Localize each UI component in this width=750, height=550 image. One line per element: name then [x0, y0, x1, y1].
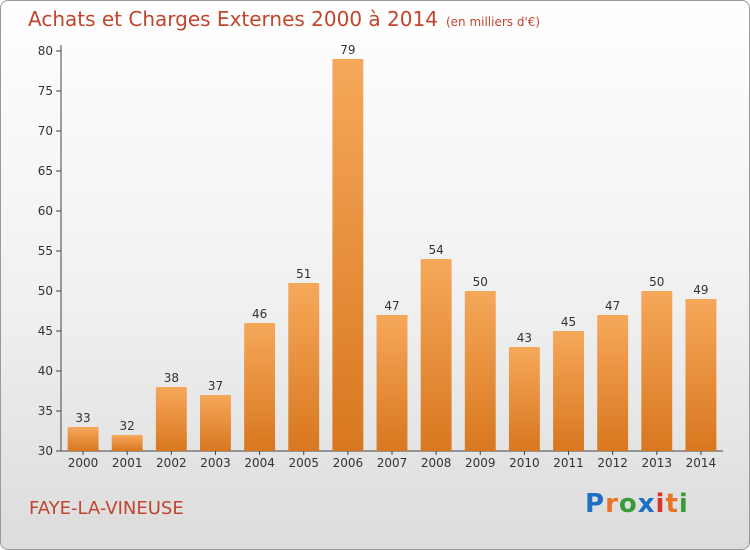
x-tick-label: 2001 [112, 456, 143, 470]
logo-letter: x [637, 489, 656, 519]
bar-value-label: 50 [473, 275, 488, 289]
x-tick-label: 2008 [421, 456, 452, 470]
bar-value-label: 33 [75, 411, 90, 425]
bar-2004 [244, 323, 276, 451]
x-tick-label: 2006 [333, 456, 364, 470]
logo-letter: r [605, 489, 619, 519]
y-tick-label: 80 [38, 44, 53, 58]
bar-2009 [464, 291, 496, 451]
y-tick-label: 75 [38, 84, 53, 98]
bar-value-label: 47 [605, 299, 620, 313]
y-tick-label: 45 [38, 324, 53, 338]
bar-2006 [332, 59, 364, 451]
bar-2010 [508, 347, 540, 451]
bar-value-label: 45 [561, 315, 576, 329]
bar-2007 [376, 315, 408, 451]
y-tick-label: 60 [38, 204, 53, 218]
bar-value-label: 54 [428, 243, 443, 257]
x-tick-label: 2013 [642, 456, 673, 470]
bars-group: 33 32 38 37 46 51 79 47 54 50 43 45 47 50 49 [67, 43, 717, 451]
logo-letter: o [618, 489, 638, 519]
bar-2008 [420, 259, 452, 451]
bar-2012 [597, 315, 629, 451]
y-tick-label: 70 [38, 124, 53, 138]
bar-value-label: 32 [120, 419, 135, 433]
y-tick-label: 30 [38, 444, 53, 458]
bar-value-label: 51 [296, 267, 311, 281]
x-tick-label: 2014 [686, 456, 717, 470]
chart-title: Achats et Charges Externes 2000 à 2014 [28, 7, 438, 31]
x-tick-label: 2010 [509, 456, 540, 470]
bar-2000 [67, 427, 99, 451]
bar-value-label: 46 [252, 307, 267, 321]
x-tick-label: 2011 [553, 456, 584, 470]
x-tick-label: 2009 [465, 456, 496, 470]
y-tick-label: 65 [38, 164, 53, 178]
bar-2003 [200, 395, 231, 451]
bar-value-label: 38 [164, 371, 179, 385]
x-tick-label: 2003 [200, 456, 231, 470]
x-tick-label: 2002 [156, 456, 187, 470]
bar-2011 [553, 331, 584, 451]
bar-value-label: 49 [693, 283, 708, 297]
bar-value-label: 50 [649, 275, 664, 289]
bar-value-label: 79 [340, 43, 355, 57]
bar-2013 [641, 291, 673, 451]
proxiti-logo[interactable]: Proxiti [585, 489, 689, 519]
x-tick-label: 2005 [288, 456, 319, 470]
logo-letter: i [655, 489, 666, 519]
bar-value-label: 47 [384, 299, 399, 313]
logo-letter: P [585, 489, 606, 519]
y-axis: 30 35 40 45 50 55 60 65 70 75 80 [38, 44, 62, 458]
x-tick-label: 2004 [244, 456, 275, 470]
bar-value-label: 37 [208, 379, 223, 393]
x-axis: 2000 2001 2002 2003 2004 2005 2006 2007 2008 2009… [61, 450, 723, 470]
bar-2014 [685, 299, 717, 451]
chart-subtitle: (en milliers d'€) [445, 15, 541, 29]
y-tick-label: 35 [38, 404, 53, 418]
bar-2005 [288, 283, 320, 451]
bar-value-label: 43 [517, 331, 532, 345]
x-tick-label: 2007 [377, 456, 408, 470]
commune-name: FAYE-LA-VINEUSE [29, 498, 184, 519]
x-tick-label: 2012 [597, 456, 628, 470]
y-tick-label: 40 [38, 364, 53, 378]
logo-letter: t [665, 489, 679, 519]
logo-letter: i [678, 489, 689, 519]
y-tick-label: 50 [38, 284, 53, 298]
bar-2002 [155, 387, 187, 451]
y-tick-label: 55 [38, 244, 53, 258]
bar-2001 [111, 435, 143, 451]
title-row: Achats et Charges Externes 2000 à 2014 (e… [28, 7, 540, 31]
x-tick-label: 2000 [68, 456, 99, 470]
